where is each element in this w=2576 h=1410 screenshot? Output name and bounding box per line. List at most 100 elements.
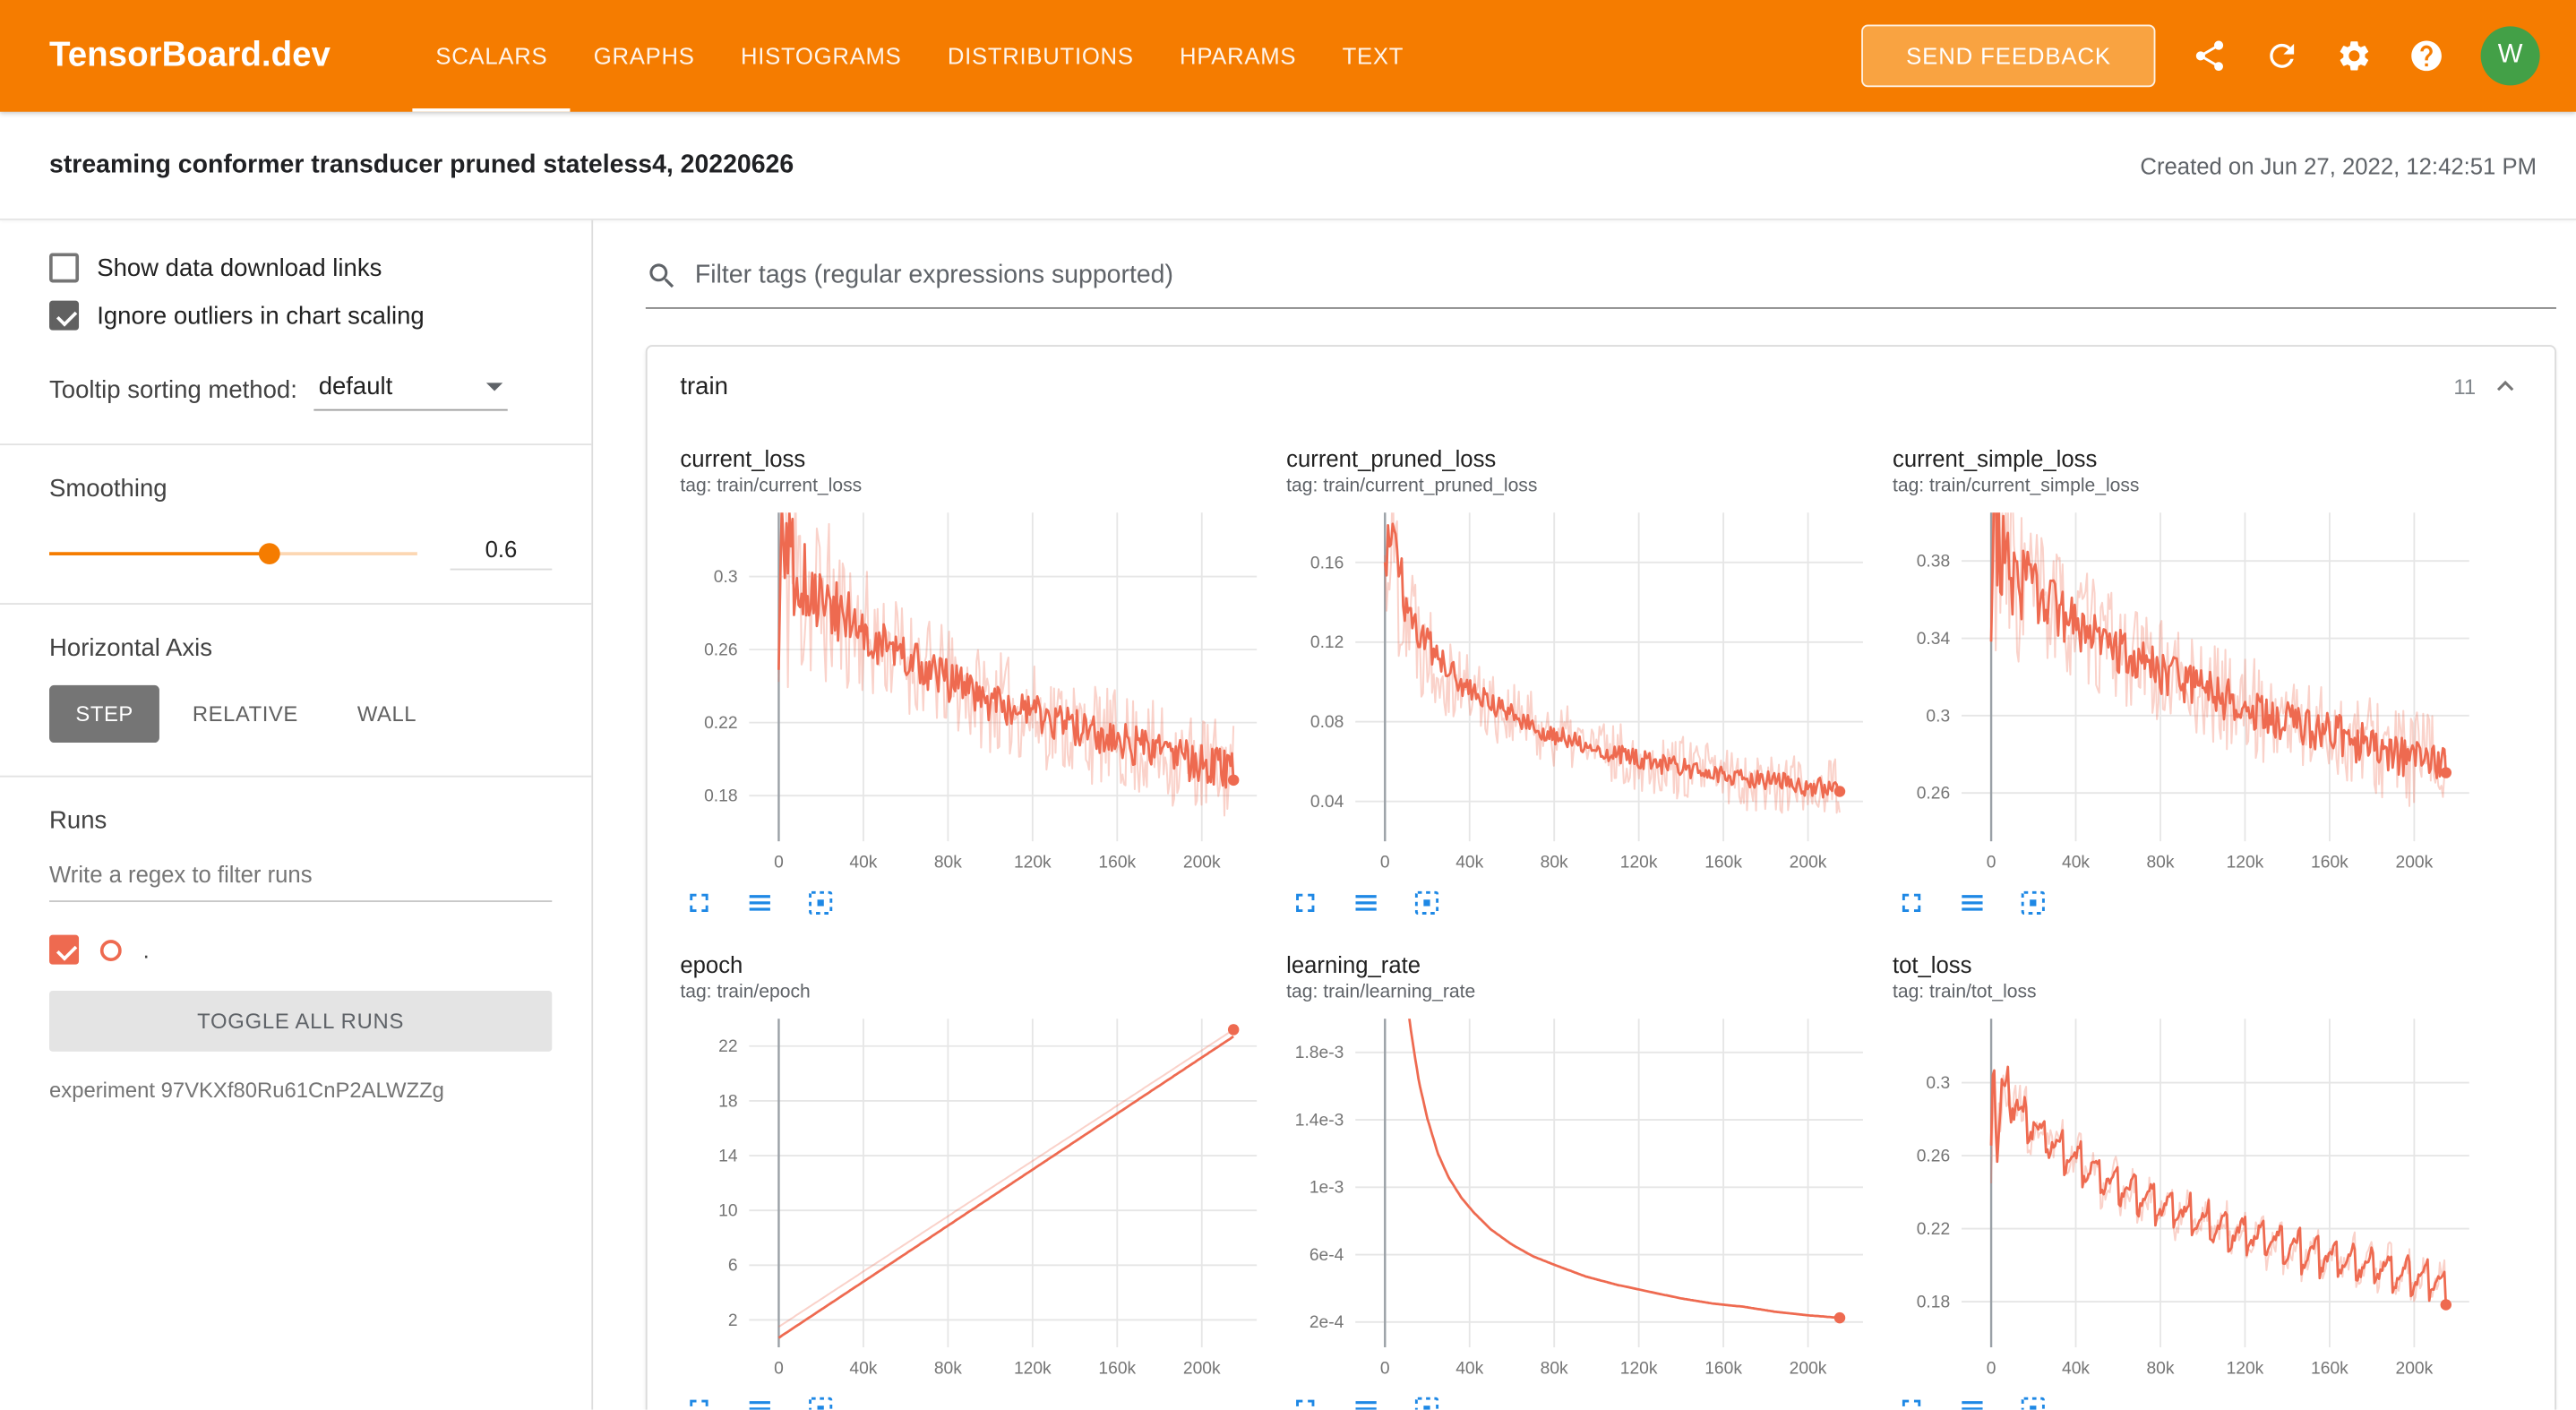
expand-chart-icon[interactable] [683,887,715,918]
settings-icon[interactable] [2336,38,2372,73]
svg-text:10: 10 [718,1202,737,1221]
refresh-icon[interactable] [2264,38,2300,73]
axis-button-relative[interactable]: RELATIVE [167,685,325,743]
run-checkbox[interactable] [49,934,80,965]
experiment-id: experiment 97VKXf80Ru61CnP2ALWZZg [49,1078,444,1103]
svg-text:14: 14 [718,1147,738,1165]
svg-text:40k: 40k [849,853,877,872]
chart-card: current_loss tag: train/current_loss 0 40… [680,445,1265,918]
svg-text:0: 0 [1380,1359,1390,1378]
top-bar: TensorBoard.dev SCALARS GRAPHS HISTOGRAMS D… [0,0,2576,112]
chart-plot[interactable]: 0 40k 80k 120k 160k 200k 0.18 0.22 0.26 0.3 [1893,1012,2477,1390]
toggle-y-axis-icon[interactable] [744,887,776,918]
smoothing-slider[interactable] [49,541,417,564]
chart-plot[interactable]: 0 40k 80k 120k 160k 200k 2 6 10 14 18 22 [680,1012,1265,1390]
svg-text:0.38: 0.38 [1917,553,1950,572]
nav-tab-scalars[interactable]: SCALARS [412,0,571,112]
svg-text:80k: 80k [934,853,962,872]
nav-tab-distributions[interactable]: DISTRIBUTIONS [947,42,1134,70]
chart-card: tot_loss tag: train/tot_loss 0 40k 80k 120k… [1893,951,2477,1410]
smoothing-slider-handle[interactable] [259,542,281,564]
smoothing-value[interactable]: 0.6 [450,536,553,571]
created-timestamp: Created on Jun 27, 2022, 12:42:51 PM [2140,151,2537,179]
svg-text:80k: 80k [1541,1359,1568,1378]
chart-plot[interactable]: 0 40k 80k 120k 160k 200k 0.04 0.08 0.12 0.16 [1286,506,1871,884]
chevron-up-icon[interactable] [2489,370,2522,403]
svg-text:0.26: 0.26 [704,641,737,660]
svg-text:1.8e-3: 1.8e-3 [1295,1044,1344,1062]
expand-chart-icon[interactable] [1896,1393,1928,1409]
expand-chart-icon[interactable] [1290,887,1321,918]
svg-text:1.4e-3: 1.4e-3 [1295,1111,1344,1130]
expand-chart-icon[interactable] [683,1393,715,1409]
toggle-y-axis-icon[interactable] [1957,1393,1988,1410]
tag-group-header[interactable]: train 11 [648,347,2555,426]
run-row[interactable]: . [49,934,552,965]
fit-domain-icon[interactable] [1412,1393,1443,1410]
svg-text:120k: 120k [1620,1359,1658,1378]
divider [0,603,592,605]
show-download-links-row[interactable]: Show data download links [49,253,552,283]
nav-tab-hparams[interactable]: HPARAMS [1180,42,1297,70]
svg-text:160k: 160k [1098,853,1136,872]
axis-button-wall[interactable]: WALL [331,685,443,743]
divider [0,775,592,778]
chart-actions [1286,1393,1871,1410]
fit-domain-icon[interactable] [2017,1393,2048,1410]
toggle-y-axis-icon[interactable] [1351,887,1382,918]
svg-text:0.26: 0.26 [1917,785,1950,804]
nav-tab-text[interactable]: TEXT [1342,42,1404,70]
runs-label: Runs [49,806,107,835]
chart-plot[interactable]: 0 40k 80k 120k 160k 200k 0.18 0.22 0.26 0.3 [680,506,1265,884]
share-icon[interactable] [2192,38,2228,73]
expand-chart-icon[interactable] [1896,887,1928,918]
svg-text:200k: 200k [1183,1359,1221,1378]
fit-domain-icon[interactable] [805,887,837,918]
chart-actions [1893,887,2477,918]
tag-filter-input[interactable] [694,261,2556,291]
svg-text:200k: 200k [1790,853,1827,872]
show-download-links-checkbox[interactable] [49,253,80,283]
experiment-header: streaming conformer transducer pruned st… [0,111,2576,220]
expand-chart-icon[interactable] [1290,1393,1321,1409]
send-feedback-button[interactable]: SEND FEEDBACK [1861,24,2156,88]
chart-title: tot_loss [1892,950,1972,978]
svg-text:0.18: 0.18 [1917,1293,1950,1311]
svg-text:0: 0 [774,853,784,872]
tag-group-count: 11 [2453,374,2477,399]
ignore-outliers-row[interactable]: Ignore outliers in chart scaling [49,300,552,331]
run-color-swatch [99,939,122,961]
svg-text:0.3: 0.3 [1926,707,1950,726]
brand[interactable]: TensorBoard.dev [49,36,331,74]
chart-card: current_simple_loss tag: train/current_s… [1893,445,2477,918]
run-name: . [142,936,150,963]
svg-text:0.22: 0.22 [704,714,737,733]
runs-filter-input[interactable] [49,851,553,902]
chart-tag: tag: train/current_simple_loss [1892,476,2140,496]
chart-plot[interactable]: 0 40k 80k 120k 160k 200k 2e-4 6e-4 1e-3 1.4e-3 1.8… [1286,1012,1871,1390]
nav-tab-histograms[interactable]: HISTOGRAMS [740,42,902,70]
fit-domain-icon[interactable] [805,1393,837,1410]
toggle-all-runs-button[interactable]: TOGGLE ALL RUNS [49,991,553,1052]
svg-text:160k: 160k [2311,1359,2348,1378]
toggle-y-axis-icon[interactable] [744,1393,776,1410]
tag-group-meta: 11 [2453,370,2521,403]
toggle-y-axis-icon[interactable] [1351,1393,1382,1410]
avatar[interactable]: W [2480,26,2540,86]
svg-text:40k: 40k [2062,1359,2090,1378]
chart-card: current_pruned_loss tag: train/current_p… [1286,445,1871,918]
nav-tab-graphs[interactable]: GRAPHS [593,42,695,70]
toggle-y-axis-icon[interactable] [1957,887,1988,918]
chart-tag: tag: train/tot_loss [1892,982,2037,1002]
help-icon[interactable] [2409,38,2444,73]
axis-button-step[interactable]: STEP [49,684,160,744]
fit-domain-icon[interactable] [1412,887,1443,918]
sidebar: Show data download links Ignore outliers… [0,219,594,1410]
ignore-outliers-label: Ignore outliers in chart scaling [97,301,425,330]
tooltip-sorting-select[interactable]: default [313,370,508,411]
ignore-outliers-checkbox[interactable] [49,300,80,331]
svg-text:0.22: 0.22 [1917,1220,1950,1239]
fit-domain-icon[interactable] [2017,887,2048,918]
chart-plot[interactable]: 0 40k 80k 120k 160k 200k 0.26 0.3 0.34 0.38 [1893,506,2477,884]
